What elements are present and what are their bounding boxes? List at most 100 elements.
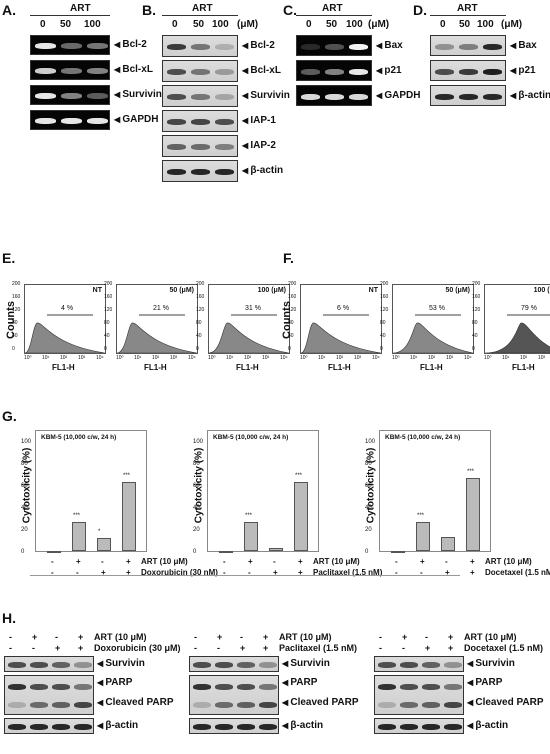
h-band-2-2-0-2 [422, 724, 440, 730]
flowF-ytick-0-1: 160 [288, 294, 297, 300]
blotsB-label-4: IAP-2 [242, 140, 276, 151]
blotsC-band-1-2 [349, 68, 369, 75]
h-band-0-0-0-1 [30, 662, 48, 668]
chart-bar-1-1 [244, 522, 258, 551]
conc-a-0: 0 [40, 19, 46, 30]
chart-ytick-0-5: 100 [21, 439, 32, 445]
label-f: F. [283, 250, 294, 266]
h-band-2-1-1-1 [400, 702, 418, 708]
blotsC-label-0: Bax [376, 40, 402, 51]
flowE-panel-2: 100 (μM) 31 % [208, 284, 290, 354]
conc-b-0: 0 [172, 19, 178, 30]
blotsD-band-1-0 [435, 68, 455, 75]
art-header-b: ART [192, 3, 213, 14]
chart-sig-1-3: *** [295, 472, 303, 479]
blotsB-band-4-2 [215, 144, 235, 150]
h-band-1-0-0-1 [215, 662, 233, 668]
flowF-xtick-1-0: 10⁰ [392, 355, 400, 361]
h-band-0-1-0-3 [74, 684, 92, 690]
flowF-xtick-0-0: 10⁰ [300, 355, 308, 361]
label-e: E. [2, 250, 16, 266]
h-band-1-1-0-3 [259, 684, 277, 690]
flowF-ytick-1-3: 80 [380, 320, 386, 326]
chart-sign-0-0-2: - [101, 557, 104, 566]
flowE-xtick-1-4: 10⁴ [188, 355, 196, 361]
h-band-2-1-0-0 [378, 684, 396, 690]
flowE-xtick-1-2: 10² [152, 355, 160, 361]
flowE-panel-1: 50 (μM) 21 % [116, 284, 198, 354]
h-marker-0-1: PARP [97, 677, 132, 688]
chart-ytick-2-1: 20 [365, 527, 372, 533]
blotsA-label-2: Survivin [114, 89, 161, 100]
h-band-2-0-0-0 [378, 662, 396, 668]
h-strip-2-1 [374, 675, 464, 715]
flowF-xlabel-1: FL1-H [420, 363, 443, 372]
blotsC-band-1-0 [301, 68, 321, 75]
h-sign-0-0-1: + [32, 632, 38, 642]
flowE-xlabel-0: FL1-H [52, 363, 75, 372]
chart-ytick-2-4: 80 [365, 461, 372, 467]
flowF-xtick-0-2: 10² [336, 355, 344, 361]
h-sign-0-0-2: - [55, 632, 58, 642]
blotsD-band-1-2 [483, 68, 503, 75]
flowE-ytick-0-2: 120 [12, 307, 21, 313]
chart-ytick-1-4: 80 [193, 461, 200, 467]
blotsC-band-0-2 [349, 43, 369, 50]
flowF-ytick-1-0: 200 [380, 281, 389, 287]
h-sign-1-0-2: - [240, 632, 243, 642]
blotsB-band-1-2 [215, 69, 235, 75]
h-band-1-2-0-0 [193, 724, 211, 730]
h-band-1-2-0-2 [237, 724, 255, 730]
chart-sign-0-0-3: + [126, 557, 131, 566]
chart-sign-1-1-2: + [273, 568, 278, 577]
flowE-xtick-1-3: 10³ [170, 355, 178, 361]
flowF-histogram-0 [300, 314, 382, 354]
h-sign-0-1-3: + [78, 643, 84, 653]
flowE-ytick-0-1: 160 [12, 294, 21, 300]
chart-ytick-0-0: 0 [21, 549, 25, 555]
flowE-ytick-1-3: 80 [104, 320, 110, 326]
blotsB-band-3-0 [167, 119, 187, 125]
flowF-panel-2: 100 (μM) 79 % [484, 284, 550, 354]
h-sign-2-0-0: - [379, 632, 382, 642]
flowF-xtick-1-4: 10⁴ [464, 355, 472, 361]
h-band-0-2-0-0 [8, 724, 26, 730]
label-h: H. [2, 610, 16, 626]
blotsC-label-1: p21 [376, 65, 401, 76]
flowE-xtick-2-1: 10¹ [226, 355, 234, 361]
flowE-xtick-1-0: 10⁰ [116, 355, 124, 361]
chart-ytick-2-5: 100 [365, 439, 376, 445]
blotsB-label-2: Survivin [242, 90, 289, 101]
flowE-xtick-0-3: 10³ [78, 355, 86, 361]
label-c: C. [283, 2, 297, 18]
flowE-curve-1 [116, 322, 198, 354]
chart-row-label-1-1: Paclitaxel (1.5 nM) [313, 568, 383, 577]
chart-ytick-2-3: 60 [365, 483, 372, 489]
flowF-xtick-1-3: 10³ [446, 355, 454, 361]
h-marker-1-0: Survivin [282, 658, 329, 669]
conc-d-1: 50 [459, 19, 471, 30]
blotsA-band-3-0 [35, 118, 56, 124]
chart-sig-2-1: *** [417, 513, 425, 520]
conc-b-1: 50 [193, 19, 205, 30]
unit-b: (μM) [237, 19, 259, 30]
flowE-ytick-0-4: 40 [12, 333, 18, 339]
blotsC-band-2-0 [301, 93, 321, 100]
h-band-0-2-0-2 [52, 724, 70, 730]
blotsB-strip-2 [162, 85, 238, 107]
h-sign-0-1-1: - [32, 643, 35, 653]
chart-row-label-0-1: Doxorubicin (30 nM) [141, 568, 218, 577]
chart-bar-1-2 [269, 547, 283, 551]
h-band-0-1-1-1 [30, 702, 48, 708]
chart-bar-2-1 [416, 522, 430, 551]
h-sign-1-1-0: - [194, 643, 197, 653]
flowF-ytick-1-4: 40 [380, 333, 386, 339]
h-band-2-2-0-3 [444, 724, 462, 730]
blotsC-strip-0 [296, 35, 372, 56]
h-marker-2-1: PARP [467, 677, 502, 688]
flowF-ytick-2-1: 160 [472, 294, 481, 300]
h-marker-0-0: Survivin [97, 658, 144, 669]
chart-sign-2-1-1: - [420, 568, 423, 577]
chart-ytick-1-3: 60 [193, 483, 200, 489]
h-strip-1-1 [189, 675, 279, 715]
